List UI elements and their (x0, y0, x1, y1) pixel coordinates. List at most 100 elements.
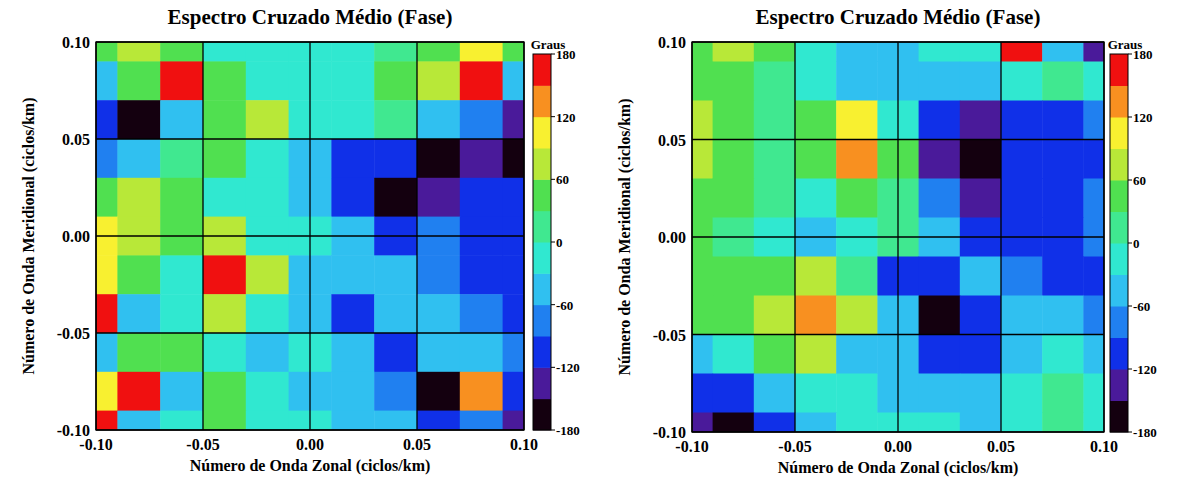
cell (919, 140, 961, 180)
colorbar-band (533, 367, 551, 399)
colorbar-band (533, 242, 551, 274)
colorbar-band (533, 399, 551, 431)
cell (331, 61, 374, 100)
colorbar-tick (1128, 117, 1132, 118)
cell (836, 296, 878, 336)
grid-line (692, 139, 1104, 140)
cell (795, 413, 837, 433)
cell (417, 372, 460, 411)
cell (1042, 42, 1084, 62)
plot-frame (96, 42, 524, 430)
colorbar-tick (1128, 243, 1132, 244)
cell (1083, 101, 1104, 141)
cell (836, 335, 878, 375)
cell (795, 335, 837, 375)
cell (919, 42, 961, 62)
grid-line (96, 138, 524, 139)
cell (417, 255, 460, 294)
cell (713, 101, 755, 141)
cell (795, 296, 837, 336)
colorbar-tick-label: 0 (556, 235, 563, 250)
grid-line (692, 236, 1104, 237)
colorbar-tick-label: -120 (556, 360, 580, 375)
cell (460, 178, 503, 217)
figure: -0.10-0.050.000.050.10-0.10-0.050.000.05… (0, 0, 1184, 486)
cell (754, 374, 796, 414)
cell (1001, 101, 1043, 141)
cell (919, 257, 961, 297)
cell (460, 100, 503, 139)
cell (692, 257, 713, 297)
x-tick-label: 0.00 (296, 436, 324, 453)
cell (374, 178, 417, 217)
y-tick-label: -0.10 (653, 424, 686, 441)
cell (117, 411, 160, 430)
cell (919, 62, 961, 102)
cell (460, 42, 503, 62)
cell (331, 178, 374, 217)
cell (1083, 179, 1104, 219)
cell (96, 100, 118, 139)
cell (203, 42, 246, 62)
cell (460, 255, 503, 294)
y-tick-label: 0.10 (62, 34, 90, 51)
cell (919, 413, 961, 433)
cell (331, 294, 374, 333)
colorbar-frame (533, 54, 551, 430)
cell (503, 100, 524, 139)
cell (503, 411, 524, 430)
cell (417, 42, 460, 62)
colorbar-frame (1110, 54, 1128, 432)
cell (836, 413, 878, 433)
colorbar-title: Graus (1108, 37, 1143, 52)
cell (460, 411, 503, 430)
cells (692, 42, 1104, 432)
cell (692, 140, 713, 180)
colorbar-band (1110, 338, 1128, 370)
colorbar-tick (551, 367, 555, 368)
colorbar-tick-label: -60 (556, 298, 573, 313)
colorbar-tick-label: -120 (1133, 362, 1157, 377)
colorbar-tick (551, 430, 555, 431)
cell (692, 413, 713, 433)
x-axis-title: Número de Onda Zonal (ciclos/km) (190, 457, 431, 475)
cell (1001, 140, 1043, 180)
cell (203, 333, 246, 372)
colorbar-tick-label: -180 (556, 423, 580, 438)
cell (1042, 62, 1084, 102)
colorbar-band (1110, 149, 1128, 181)
cell (417, 178, 460, 217)
cell (96, 255, 118, 294)
colorbar-tick-label: 60 (1133, 173, 1146, 188)
cell (503, 333, 524, 372)
cell (503, 139, 524, 178)
cell (960, 42, 1002, 62)
cell (1001, 42, 1043, 62)
cell (1001, 374, 1043, 414)
cell (1083, 296, 1104, 336)
cell (203, 100, 246, 139)
cell (713, 374, 755, 414)
cell (1042, 179, 1084, 219)
cell (246, 178, 289, 217)
cell (203, 139, 246, 178)
y-tick-label: 0.05 (658, 132, 686, 149)
colorbar-tick-label: 120 (1133, 110, 1153, 125)
cell (919, 296, 961, 336)
cell (754, 413, 796, 433)
cell (331, 372, 374, 411)
cell (117, 100, 160, 139)
cell (417, 411, 460, 430)
y-tick-label: 0.00 (658, 229, 686, 246)
cell (160, 139, 203, 178)
cell (246, 255, 289, 294)
cell (246, 294, 289, 333)
cell (246, 411, 289, 430)
cell (160, 333, 203, 372)
cell (417, 294, 460, 333)
x-tick-label: 0.05 (987, 438, 1015, 455)
cell (374, 294, 417, 333)
cell (713, 62, 755, 102)
cell (836, 62, 878, 102)
cell (960, 374, 1002, 414)
